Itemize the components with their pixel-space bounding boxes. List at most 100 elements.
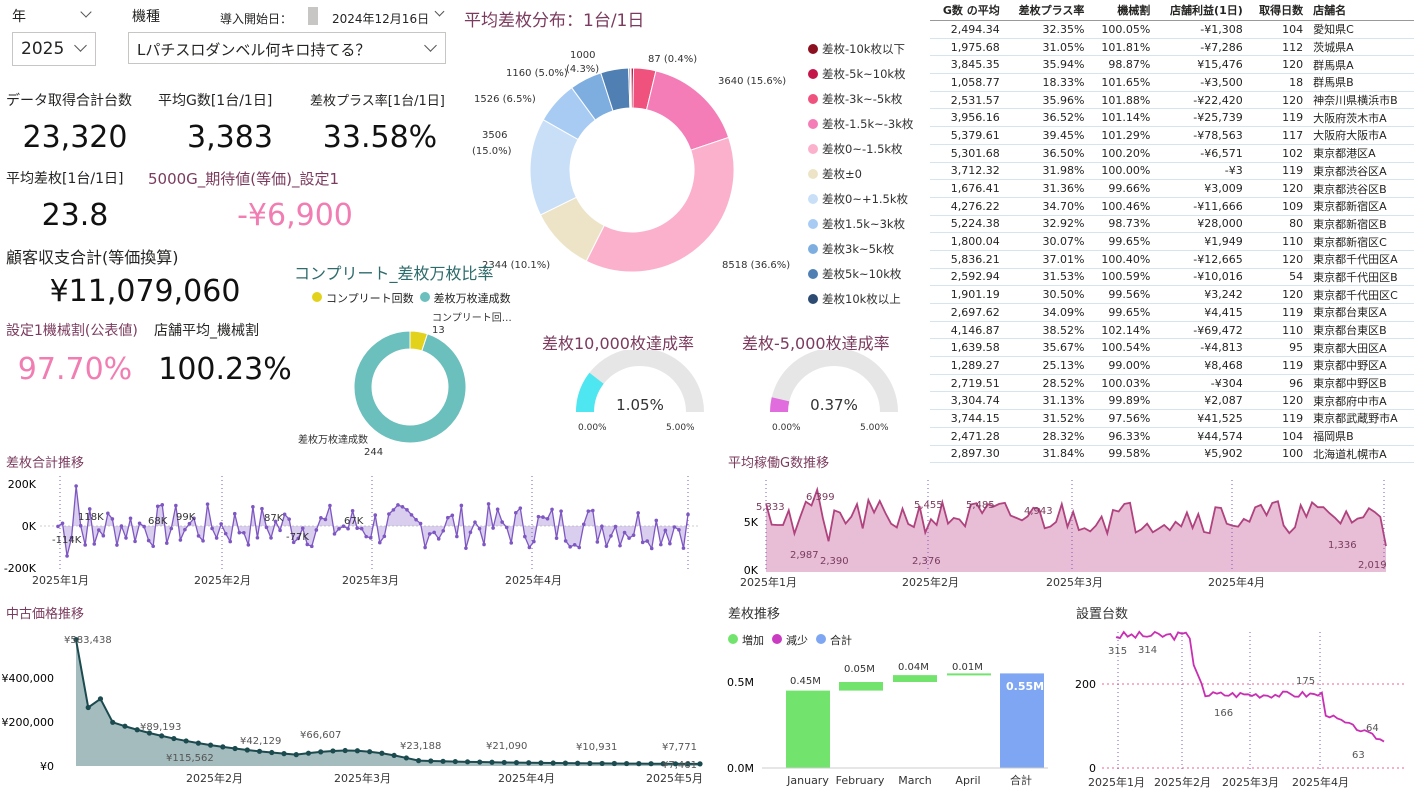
- data-point[interactable]: [536, 514, 541, 519]
- data-point[interactable]: [319, 516, 323, 520]
- data-point[interactable]: [577, 545, 582, 550]
- data-point[interactable]: [78, 523, 83, 528]
- data-point[interactable]: [122, 723, 128, 729]
- data-point[interactable]: [69, 535, 74, 540]
- data-point[interactable]: [623, 760, 630, 767]
- data-point[interactable]: [106, 511, 110, 516]
- data-point[interactable]: [137, 521, 142, 526]
- data-point[interactable]: [660, 761, 666, 767]
- data-point[interactable]: [545, 516, 550, 521]
- data-point[interactable]: [468, 530, 473, 535]
- data-point[interactable]: [659, 542, 663, 547]
- table-row[interactable]: 1,676.41 31.36% 99.66% ¥3,009 120 東京都渋谷区B: [930, 179, 1414, 198]
- column-header[interactable]: 店舗利益(1日): [1155, 0, 1248, 21]
- data-point[interactable]: [264, 525, 269, 530]
- data-point[interactable]: [645, 539, 650, 543]
- data-point[interactable]: [686, 512, 690, 517]
- data-point[interactable]: [291, 540, 296, 545]
- legend-item[interactable]: 差枚5k~10k枚: [808, 261, 926, 286]
- table-row[interactable]: 5,836.21 37.01% 100.40% -¥12,665 120 東京都千代田区A: [930, 250, 1414, 269]
- data-point[interactable]: [663, 528, 668, 533]
- data-point[interactable]: [532, 539, 536, 544]
- data-point[interactable]: [427, 532, 432, 536]
- data-point[interactable]: [486, 502, 491, 506]
- data-point[interactable]: [648, 761, 654, 767]
- data-point[interactable]: [242, 530, 246, 535]
- data-point[interactable]: [134, 727, 140, 733]
- data-point[interactable]: [599, 760, 605, 767]
- data-point[interactable]: [183, 527, 187, 532]
- data-point[interactable]: [220, 744, 226, 750]
- data-point[interactable]: [305, 750, 312, 756]
- table-row[interactable]: 2,719.51 28.52% 100.03% -¥304 96 東京都中野区B: [930, 374, 1414, 393]
- data-point[interactable]: [237, 530, 242, 535]
- legend-item[interactable]: 差枚-3k~-5k枚: [808, 86, 926, 111]
- table-row[interactable]: 3,712.32 31.98% 100.00% -¥3 119 東京都渋谷区A: [930, 162, 1414, 181]
- table-row[interactable]: 2,697.62 34.09% 99.65% ¥4,415 119 東京都台東区A: [930, 303, 1414, 322]
- table-row[interactable]: 3,845.35 35.94% 98.87% ¥15,476 120 群馬県A: [930, 55, 1414, 75]
- table-row[interactable]: 2,531.57 35.96% 101.88% -¥22,420 120 神奈川県横浜市B: [930, 91, 1414, 110]
- table-row[interactable]: 5,301.68 36.50% 100.20% -¥6,571 102 東京都港区A: [930, 144, 1414, 163]
- data-point[interactable]: [672, 761, 679, 767]
- legend-item[interactable]: 差枚1.5k~3k枚: [808, 211, 926, 236]
- data-point[interactable]: [255, 535, 260, 540]
- data-point[interactable]: [504, 525, 509, 530]
- data-point[interactable]: [85, 704, 91, 711]
- data-point[interactable]: [330, 748, 336, 754]
- data-point[interactable]: [65, 554, 69, 558]
- data-point[interactable]: [373, 513, 378, 517]
- data-point[interactable]: [391, 508, 396, 512]
- data-point[interactable]: [618, 543, 622, 548]
- data-point[interactable]: [595, 540, 600, 544]
- table-row[interactable]: 2,592.94 31.53% 100.59% -¥10,016 54 東京都千代田区B: [930, 268, 1414, 287]
- data-point[interactable]: [541, 515, 545, 519]
- data-point[interactable]: [83, 543, 87, 547]
- data-point[interactable]: [281, 751, 287, 757]
- data-point[interactable]: [445, 515, 450, 520]
- data-point[interactable]: [350, 508, 355, 513]
- data-point[interactable]: [278, 528, 282, 533]
- data-point[interactable]: [74, 484, 78, 488]
- data-point[interactable]: [341, 524, 346, 528]
- data-point[interactable]: [146, 538, 151, 543]
- data-point[interactable]: [367, 749, 373, 755]
- table-row[interactable]: 1,901.19 30.50% 99.56% ¥3,242 120 東京都千代田区C: [930, 285, 1414, 304]
- table-row[interactable]: 2,897.30 31.84% 99.58% ¥5,902 100 北海道札幌市A: [930, 445, 1414, 464]
- data-point[interactable]: [631, 533, 636, 537]
- data-point[interactable]: [636, 511, 640, 515]
- start-date-value[interactable]: 2024年12月16日: [332, 12, 430, 26]
- data-point[interactable]: [387, 512, 391, 516]
- data-point[interactable]: [501, 759, 507, 766]
- table-row[interactable]: 5,224.38 32.92% 98.73% ¥28,000 80 東京都新宿区B: [930, 215, 1414, 234]
- column-header[interactable]: G数 の平均: [930, 0, 1005, 21]
- data-point[interactable]: [403, 755, 409, 761]
- data-point[interactable]: [400, 504, 405, 509]
- waterfall-bar[interactable]: [947, 673, 991, 676]
- table-row[interactable]: 2,494.34 32.35% 100.05% -¥1,308 104 愛知県C: [930, 20, 1414, 39]
- data-point[interactable]: [214, 536, 219, 540]
- year-select[interactable]: 2025: [12, 32, 96, 66]
- data-point[interactable]: [96, 528, 101, 532]
- data-point[interactable]: [473, 520, 477, 524]
- donut-slice[interactable]: [645, 70, 730, 151]
- data-point[interactable]: [523, 534, 527, 539]
- data-point[interactable]: [142, 524, 146, 529]
- data-point[interactable]: [244, 747, 250, 753]
- data-point[interactable]: [328, 503, 332, 508]
- data-point[interactable]: [654, 518, 659, 523]
- data-point[interactable]: [622, 530, 627, 535]
- data-point[interactable]: [164, 541, 169, 545]
- data-point[interactable]: [455, 534, 459, 539]
- data-point[interactable]: [92, 542, 97, 546]
- data-point[interactable]: [246, 543, 251, 547]
- data-point[interactable]: [124, 536, 128, 540]
- data-point[interactable]: [337, 526, 341, 531]
- data-point[interactable]: [195, 740, 201, 746]
- waterfall-bar[interactable]: [893, 675, 937, 682]
- waterfall-bar[interactable]: [786, 690, 830, 768]
- data-point[interactable]: [414, 517, 418, 522]
- data-point[interactable]: [382, 534, 387, 539]
- data-point[interactable]: [354, 748, 361, 754]
- data-point[interactable]: [128, 516, 133, 521]
- data-point[interactable]: [559, 509, 563, 513]
